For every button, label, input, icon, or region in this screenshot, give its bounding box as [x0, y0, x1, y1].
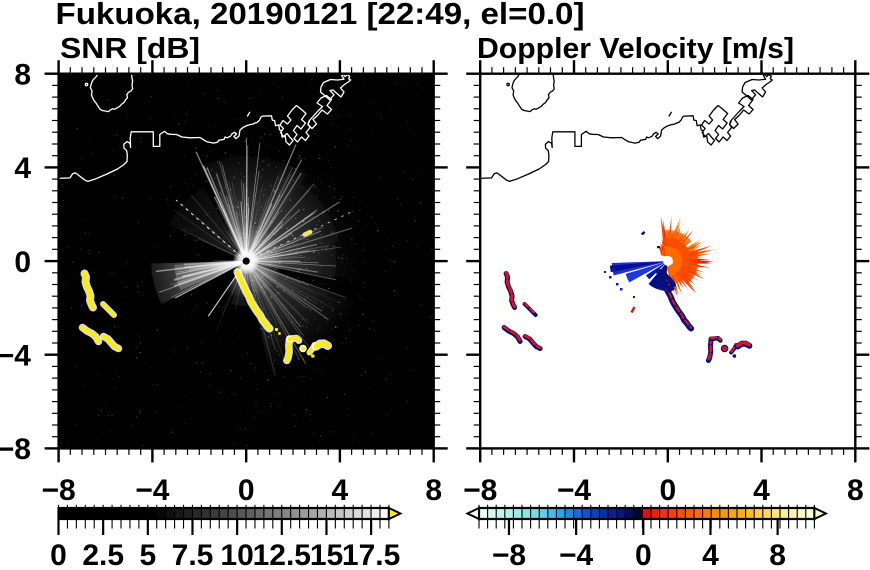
- svg-text:12.5: 12.5: [253, 539, 311, 570]
- svg-text:Fukuoka, 20190121 [22:49, el=0: Fukuoka, 20190121 [22:49, el=0.0]: [56, 0, 585, 31]
- svg-text:−4: −4: [559, 539, 594, 570]
- svg-text:17.5: 17.5: [342, 539, 400, 570]
- svg-text:2.5: 2.5: [82, 539, 124, 570]
- svg-text:5: 5: [139, 539, 156, 570]
- svg-text:0: 0: [659, 474, 676, 507]
- svg-text:−8: −8: [0, 433, 31, 466]
- svg-text:4: 4: [14, 152, 31, 185]
- svg-text:Doppler Velocity [m/s]: Doppler Velocity [m/s]: [477, 33, 794, 65]
- svg-text:−4: −4: [0, 340, 31, 373]
- svg-text:0: 0: [238, 474, 255, 507]
- svg-text:8: 8: [425, 474, 442, 507]
- svg-text:4: 4: [702, 539, 719, 570]
- svg-text:8: 8: [14, 59, 31, 92]
- svg-text:0: 0: [635, 539, 652, 570]
- svg-text:0: 0: [50, 539, 67, 570]
- svg-text:15: 15: [310, 539, 343, 570]
- svg-text:7.5: 7.5: [172, 539, 214, 570]
- svg-text:4: 4: [753, 474, 770, 507]
- svg-text:10: 10: [220, 539, 253, 570]
- svg-text:−4: −4: [557, 474, 592, 507]
- svg-text:0: 0: [14, 246, 31, 279]
- svg-text:−8: −8: [41, 474, 75, 507]
- svg-text:−8: −8: [463, 474, 497, 507]
- svg-text:SNR [dB]: SNR [dB]: [60, 33, 200, 65]
- svg-text:−4: −4: [135, 474, 170, 507]
- svg-text:4: 4: [332, 474, 349, 507]
- svg-text:−8: −8: [492, 539, 526, 570]
- svg-text:8: 8: [769, 539, 786, 570]
- svg-text:8: 8: [847, 474, 864, 507]
